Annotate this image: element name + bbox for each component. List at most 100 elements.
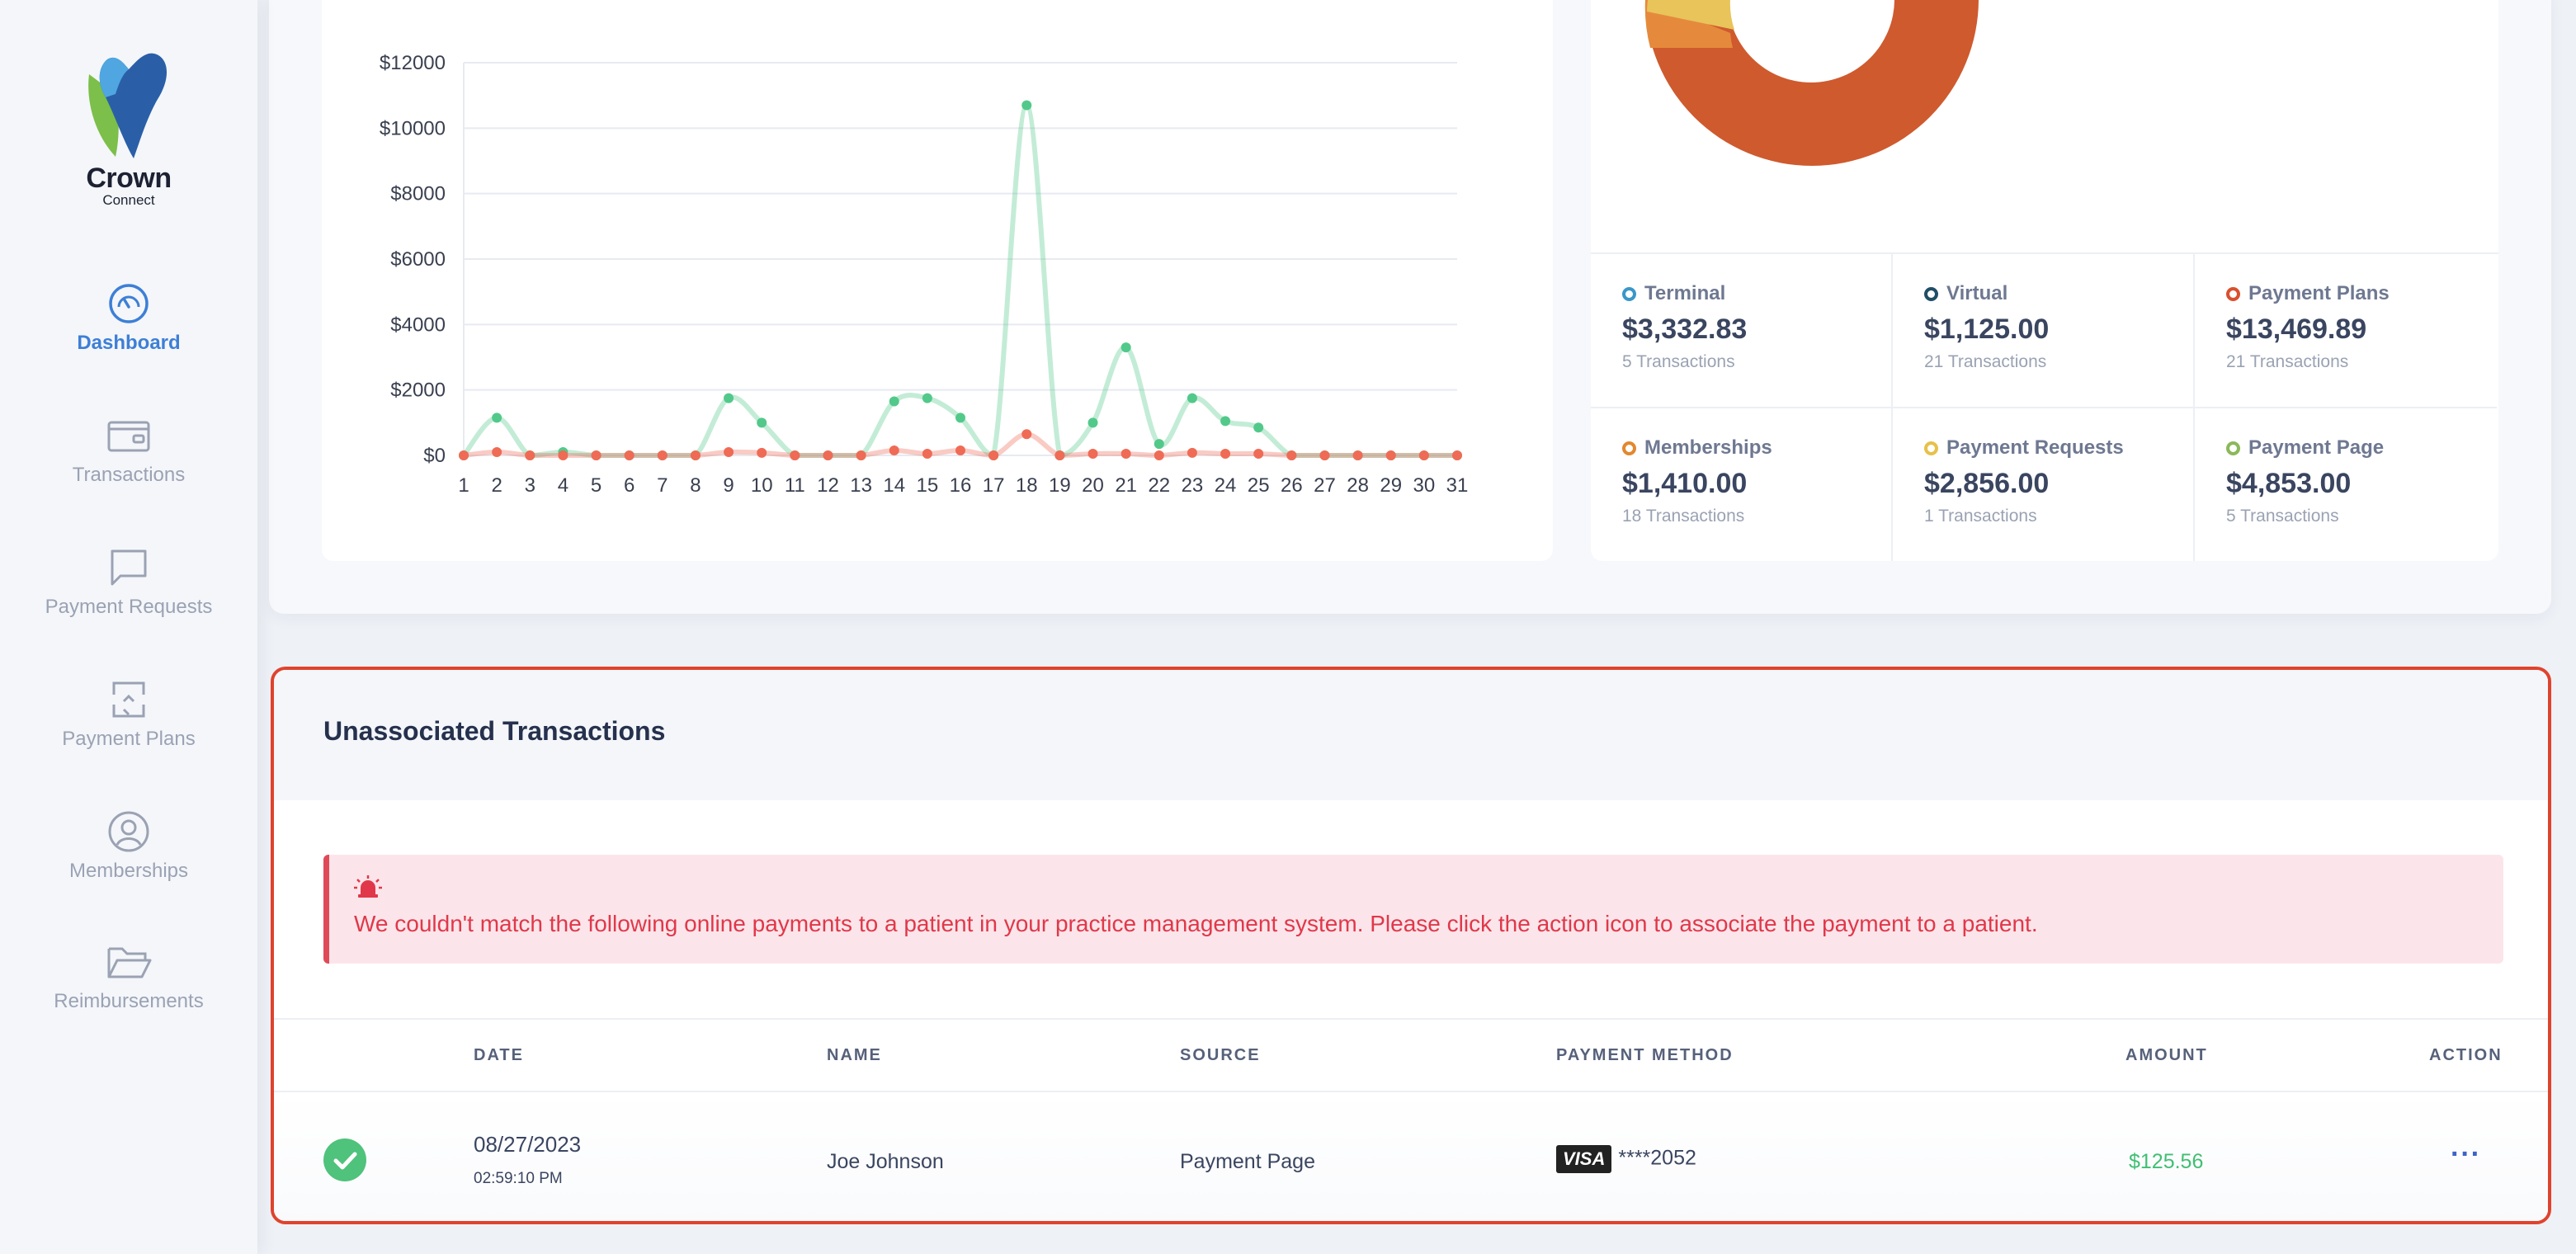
series-line-0 [461,102,1457,459]
brand-name: Crown [86,163,172,194]
stat-label: Terminal [1644,282,1726,304]
data-point[interactable] [1021,429,1032,440]
data-point[interactable] [1220,449,1231,460]
column-header-date[interactable]: DATE [474,1046,524,1064]
card-number: ****2052 [1618,1146,1696,1170]
data-point[interactable] [492,412,502,423]
data-point[interactable] [1452,450,1462,460]
stat-amount: $1,125.00 [1924,314,2050,345]
stat-terminal[interactable]: Terminal $3,332.83 5 Transactions [1591,254,1893,408]
data-point[interactable] [657,450,668,460]
data-point[interactable] [1385,450,1396,460]
donut-slice-payment-requests [1647,0,1734,30]
stat-amount: $4,853.00 [2226,468,2352,499]
data-point[interactable] [1154,450,1164,460]
data-point[interactable] [790,450,800,460]
sidebar-item-transactions[interactable]: Transactions [0,412,257,487]
data-point[interactable] [1352,450,1363,460]
y-tick-label: $10000 [380,117,446,139]
sidebar-item-payment-plans[interactable]: Payment Plans [0,676,257,751]
unmatched-payments-alert: We couldn't match the following online p… [323,855,2503,964]
data-point[interactable] [459,450,469,460]
data-point[interactable] [624,450,635,460]
sidebar-item-memberships[interactable]: Memberships [0,808,257,883]
x-tick-label: 20 [1082,474,1104,497]
data-point[interactable] [1187,447,1197,458]
sidebar-item-reimbursements[interactable]: Reimbursements [0,939,257,1013]
x-tick-label: 24 [1215,474,1237,497]
column-header-source[interactable]: SOURCE [1180,1046,1261,1064]
data-point[interactable] [724,393,734,403]
data-point[interactable] [922,449,932,460]
data-point[interactable] [492,447,502,458]
daily-volume-chart-card: $0 $2000 $4000 $6000 $8000 $10000 $12000 1 2 3 4 5 6… [322,0,1553,561]
x-tick-label: 25 [1248,474,1270,497]
data-point[interactable] [1087,449,1098,460]
data-point[interactable] [1253,422,1264,433]
x-tick-label: 15 [917,474,939,497]
data-point[interactable] [988,450,999,460]
data-point[interactable] [922,393,932,403]
data-point[interactable] [889,396,899,407]
column-header-name[interactable]: NAME [827,1046,882,1064]
sidebar-item-label: Payment Plans [62,728,196,750]
data-point[interactable] [757,447,767,458]
sidebar-item-label: Dashboard [77,332,181,354]
data-point[interactable] [591,450,602,460]
table-header: DATE NAME SOURCE PAYMENT METHOD AMOUNT A… [274,1018,2548,1092]
row-name: Joe Johnson [827,1150,944,1173]
sidebar-item-label: Memberships [68,860,189,882]
table-row[interactable]: 08/27/2023 02:59:10 PM Joe Johnson Payme… [274,1092,2548,1221]
column-header-payment-method[interactable]: PAYMENT METHOD [1556,1046,1734,1064]
sidebar-item-dashboard[interactable]: Dashboard [0,280,257,355]
data-point[interactable] [1286,450,1297,460]
data-point[interactable] [856,450,866,460]
brand-logo[interactable]: Crown Connect [79,51,178,216]
data-point[interactable] [1154,439,1164,450]
data-point[interactable] [525,450,535,460]
data-point[interactable] [690,450,701,460]
x-tick-label: 26 [1281,474,1303,497]
data-point[interactable] [1220,416,1231,427]
stat-memberships[interactable]: Memberships $1,410.00 18 Transactions [1591,408,1893,561]
recurring-arrows-icon [112,681,145,718]
stat-payment-requests[interactable]: Payment Requests $2,856.00 1 Transaction… [1893,408,2195,561]
data-point[interactable] [1087,417,1098,428]
data-point[interactable] [1319,450,1330,460]
column-header-amount[interactable]: AMOUNT [2125,1046,2208,1064]
data-point[interactable] [1121,449,1131,460]
data-point[interactable] [955,446,965,456]
data-point[interactable] [1187,393,1197,403]
user-circle-icon [108,811,149,852]
row-amount: $125.56 [2129,1150,2204,1173]
data-point[interactable] [955,412,965,423]
stat-payment-page[interactable]: Payment Page $4,853.00 5 Transactions [2195,408,2497,561]
data-point[interactable] [1121,342,1131,353]
x-tick-label: 18 [1016,474,1038,497]
data-point[interactable] [889,446,899,456]
x-tick-label: 6 [624,474,635,497]
stat-count: 5 Transactions [1622,352,1735,371]
x-tick-label: 11 [785,474,805,497]
data-point[interactable] [724,447,734,458]
x-tick-label: 23 [1182,474,1204,497]
stat-label: Payment Requests [1946,436,2124,459]
data-point[interactable] [823,450,833,460]
stat-payment-plans[interactable]: Payment Plans $13,469.89 21 Transactions [2195,254,2497,408]
y-tick-label: $2000 [390,380,446,402]
data-point[interactable] [757,417,767,428]
row-action-menu-icon[interactable]: ··· [2451,1138,2481,1170]
y-tick-label: $4000 [390,314,446,336]
alert-message: We couldn't match the following online p… [354,911,2038,936]
sidebar-item-payment-requests[interactable]: Payment Requests [0,544,257,619]
stat-virtual[interactable]: Virtual $1,125.00 21 Transactions [1893,254,2195,408]
payment-page-dot-icon [2226,441,2240,455]
data-point[interactable] [1418,450,1429,460]
x-tick-label: 31 [1446,474,1469,497]
data-point[interactable] [1253,449,1264,460]
data-point[interactable] [1021,100,1032,111]
data-point[interactable] [1054,450,1065,460]
payment-breakdown-card: Terminal $3,332.83 5 Transactions Virtua… [1591,0,2498,561]
data-point[interactable] [558,450,569,460]
